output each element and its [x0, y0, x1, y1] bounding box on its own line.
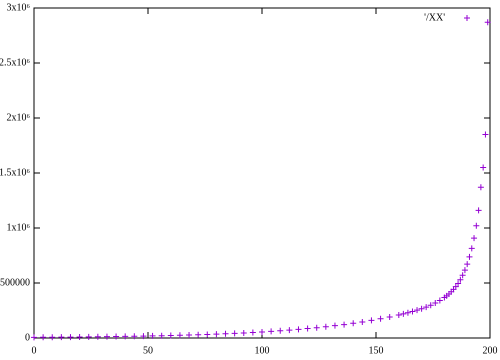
point — [436, 297, 443, 304]
point — [195, 331, 202, 338]
point — [186, 332, 193, 339]
point — [423, 304, 430, 311]
point — [204, 331, 211, 338]
point — [31, 334, 37, 341]
point — [466, 253, 473, 260]
point — [473, 222, 480, 229]
y-tick-label: 3x10⁶ — [7, 2, 31, 13]
point — [249, 329, 256, 336]
y-tick-label: 1x10⁶ — [7, 222, 31, 233]
point — [409, 308, 416, 315]
point — [176, 332, 183, 339]
y-tick-label: 0 — [25, 332, 30, 343]
point — [484, 19, 491, 26]
point — [468, 245, 475, 252]
point — [94, 333, 101, 340]
point — [58, 334, 65, 341]
point — [395, 312, 402, 319]
point — [455, 280, 462, 287]
point — [461, 267, 468, 274]
plot-frame — [33, 7, 491, 339]
x-tick-label: 150 — [369, 345, 384, 356]
x-tick-label: 200 — [483, 345, 498, 356]
point — [85, 333, 92, 340]
point — [404, 309, 411, 316]
point — [103, 333, 110, 340]
point — [482, 131, 489, 138]
point — [268, 328, 275, 335]
point — [418, 305, 425, 312]
point — [113, 333, 120, 340]
point — [213, 331, 220, 338]
point — [149, 332, 156, 339]
y-tick-label: 2.5x10⁶ — [0, 57, 31, 68]
point — [231, 330, 238, 337]
point — [457, 276, 464, 283]
point — [480, 164, 487, 171]
x-tick-label: 0 — [32, 345, 37, 356]
x-tick-label: 50 — [143, 345, 153, 356]
point — [350, 320, 357, 327]
x-tick-label: 100 — [255, 345, 270, 356]
point — [464, 261, 471, 268]
point — [286, 327, 293, 334]
point — [368, 317, 375, 324]
y-tick-label: 1.5x10⁶ — [0, 167, 31, 178]
point — [477, 184, 484, 191]
point — [432, 300, 439, 307]
point — [452, 283, 459, 290]
point — [475, 207, 482, 214]
point — [67, 334, 74, 341]
point — [304, 325, 311, 332]
point — [400, 310, 407, 317]
point — [427, 302, 434, 309]
legend-label: '/XX' — [424, 12, 445, 23]
point — [259, 328, 265, 335]
point — [158, 332, 165, 339]
y-tick-label: 2x10⁶ — [7, 112, 31, 123]
point — [359, 318, 366, 325]
point — [222, 330, 229, 337]
point — [331, 322, 338, 329]
point — [122, 333, 129, 340]
point — [140, 333, 147, 340]
point — [377, 315, 384, 322]
point — [40, 334, 47, 341]
point — [49, 334, 56, 341]
point — [277, 327, 284, 334]
point — [76, 333, 83, 340]
point — [471, 235, 478, 242]
point — [459, 272, 466, 279]
point — [313, 324, 320, 331]
point — [341, 321, 348, 328]
point — [322, 323, 329, 330]
point — [386, 313, 393, 320]
point — [131, 333, 138, 340]
point — [167, 332, 174, 339]
point — [240, 329, 247, 336]
point — [414, 307, 421, 314]
y-tick-label: 500000 — [0, 277, 30, 288]
legend-marker — [464, 15, 470, 21]
point — [295, 326, 302, 333]
